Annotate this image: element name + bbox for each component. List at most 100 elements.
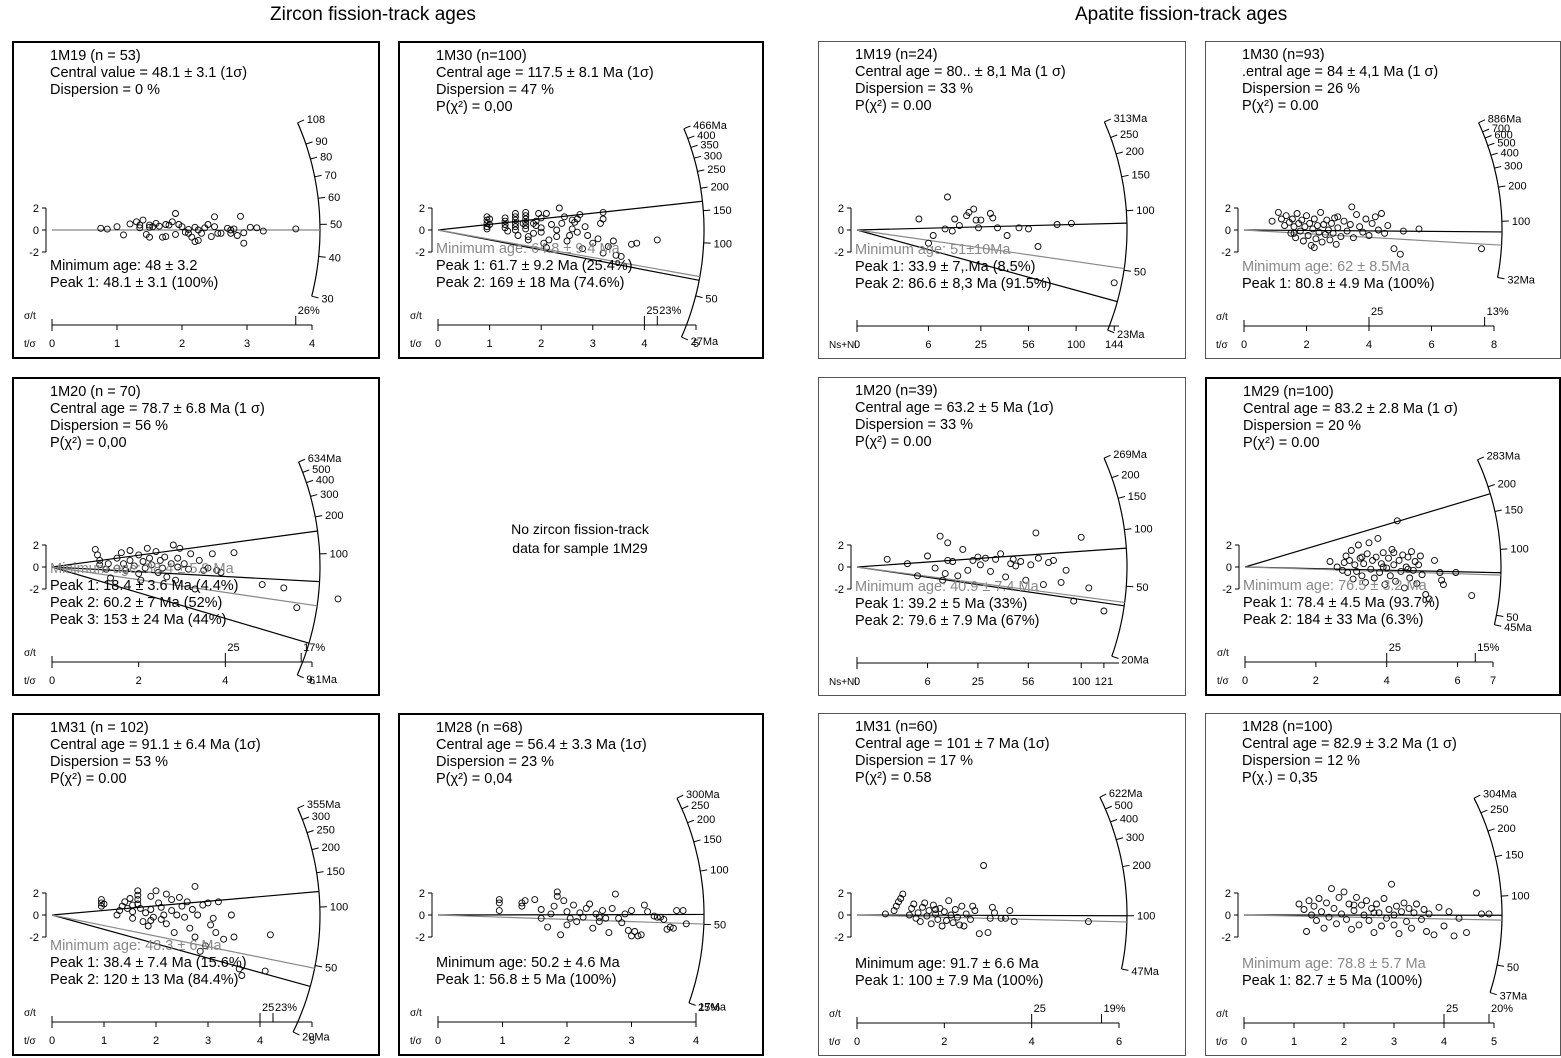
x-tick-label: 4 <box>257 1035 263 1047</box>
data-point <box>1317 208 1325 216</box>
data-point <box>1374 534 1382 542</box>
data-point <box>511 213 519 221</box>
data-point <box>932 906 940 913</box>
data-point <box>1395 556 1403 564</box>
x-tick-label: 4 <box>1029 1036 1035 1048</box>
data-point <box>537 906 545 913</box>
radial-tick <box>310 156 318 160</box>
x-tick-label: 2 <box>538 338 544 350</box>
radial-tick <box>693 839 701 843</box>
data-point <box>611 890 619 898</box>
component-line <box>1243 229 1502 233</box>
header-line: Central age = 82.9 ± 3.2 Ma (1 σ) <box>1242 736 1457 752</box>
radial-tick <box>1498 185 1506 188</box>
data-point <box>524 236 532 244</box>
x-tick-label: 4 <box>641 338 647 350</box>
radial-tick-label: 50 <box>1506 612 1518 624</box>
data-point <box>653 913 661 921</box>
data-point <box>130 562 138 570</box>
data-point <box>1404 565 1412 573</box>
data-point <box>194 911 202 919</box>
data-point <box>956 921 964 929</box>
data-point <box>135 551 143 559</box>
zircon-group-title: Zircon fission-track ages <box>270 4 476 25</box>
data-point <box>194 236 202 244</box>
data-point <box>927 920 935 928</box>
radial-tick <box>1497 277 1505 280</box>
data-point <box>1303 928 1310 935</box>
data-point <box>553 888 561 896</box>
x-axis-label: t/σ <box>1216 340 1229 351</box>
data-point <box>501 221 509 228</box>
x-tick-label: 56 <box>1022 339 1034 351</box>
data-point <box>954 572 962 580</box>
data-point <box>1062 566 1070 574</box>
radial-tick-label: 200 <box>1132 860 1150 872</box>
data-point <box>1420 906 1428 913</box>
data-point <box>196 947 204 955</box>
data-point <box>1348 203 1356 211</box>
data-point <box>504 227 512 235</box>
data-point <box>1329 229 1337 237</box>
data-point <box>1287 229 1295 237</box>
radial-tick-label: 150 <box>1505 850 1523 862</box>
radial-tick <box>1117 496 1126 499</box>
no-data-line-1: No zircon fission-track <box>511 521 649 537</box>
data-point <box>976 561 984 569</box>
data-point <box>167 560 175 568</box>
data-point <box>599 907 606 915</box>
data-point <box>120 231 127 239</box>
footer-line: Peak 2: 169 ± 18 Ma (74.6%) <box>436 275 625 291</box>
data-point <box>1438 576 1446 584</box>
footer-line: Peak 1: 78.4 ± 4.5 Ma (93.7%) <box>1243 595 1440 611</box>
data-point <box>511 216 519 224</box>
radial-tick-label: 100 <box>1136 205 1154 217</box>
radial-tick-label: 100 <box>1134 523 1152 535</box>
precision-axis-label: σ/t <box>1216 312 1228 323</box>
y-tick-label: -2 <box>415 247 425 259</box>
data-point <box>1385 906 1393 913</box>
radial-plot: 1M19 (n=24)Central age = 80.. ± 8,1 Ma (… <box>829 47 1155 351</box>
x-tick-label: 0 <box>1241 1036 1247 1048</box>
data-point <box>191 585 199 593</box>
radial-tick <box>1104 118 1112 123</box>
data-point <box>162 221 170 228</box>
data-point <box>1010 918 1018 926</box>
data-point <box>1288 215 1296 223</box>
radial-tick <box>1116 837 1124 841</box>
data-point <box>555 204 563 212</box>
minimum-age-line <box>51 914 315 969</box>
footer-line: Minimum age: 40.9 ± 7.4 Ma <box>855 579 1040 595</box>
x-tick-label: 6 <box>1116 1036 1122 1048</box>
footer-line: Peak 1: 80.8 ± 4.9 Ma (100%) <box>1242 276 1435 292</box>
data-point <box>176 544 184 552</box>
data-point <box>1340 888 1348 896</box>
data-point <box>1002 914 1009 922</box>
data-point <box>522 225 530 233</box>
data-point <box>1397 567 1405 575</box>
x-tick-label: 100 <box>1072 676 1090 688</box>
data-point <box>104 560 112 568</box>
data-point <box>945 897 953 905</box>
radial-axis <box>297 122 321 297</box>
data-point <box>121 898 129 906</box>
data-point <box>524 233 532 241</box>
radial-tick-label: 32Ma <box>1507 274 1535 286</box>
data-point <box>1343 915 1350 923</box>
y-tick-label: 2 <box>1225 888 1231 900</box>
data-point <box>1323 899 1330 907</box>
data-point <box>971 907 979 915</box>
radial-plot: 1M20 (n = 70)Central age = 78.7 ± 6.8 Ma… <box>24 384 348 687</box>
data-point <box>97 224 105 232</box>
data-point <box>1381 581 1389 589</box>
data-point <box>511 210 519 217</box>
radial-tick <box>1495 854 1503 858</box>
data-point <box>941 225 949 233</box>
data-point <box>1395 930 1403 938</box>
data-point <box>1349 234 1357 242</box>
data-point <box>997 550 1005 558</box>
data-point <box>628 907 635 915</box>
apatite-1m30-panel: 1M30 (n=93) .entral age = 84 ± 4,1 Ma (1 … <box>1205 41 1561 359</box>
no-data-note: No zircon fission-track data for sample … <box>400 520 760 558</box>
radial-tick <box>310 494 318 497</box>
